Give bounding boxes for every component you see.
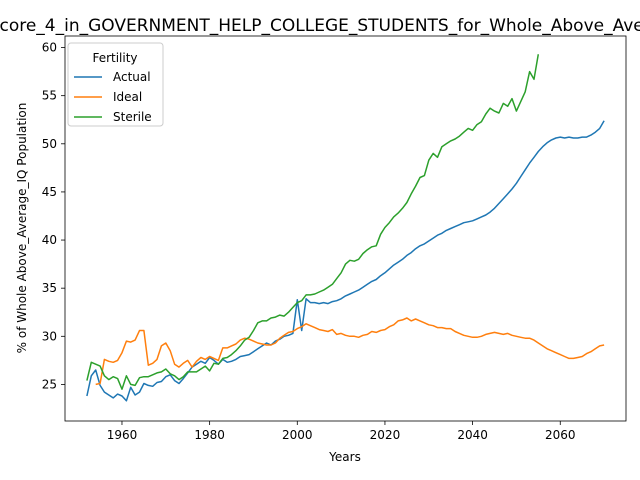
series-line-actual: [86, 120, 605, 402]
legend: Fertility Actual Ideal Sterile: [67, 42, 164, 127]
legend-label-ideal: Ideal: [113, 90, 142, 104]
series-lines: [86, 54, 605, 402]
series-line-ideal: [95, 317, 605, 386]
x-tick-label: 1980: [194, 428, 225, 442]
y-tick-label: 45: [42, 185, 57, 199]
x-axis: 1960 1980 2000 2020 2040 2060: [107, 421, 576, 442]
chart-title: Score_4_in_GOVERNMENT_HELP_COLLEGE_STUDE…: [0, 16, 640, 36]
legend-box: [67, 42, 164, 127]
y-tick-label: 40: [42, 233, 57, 247]
legend-label-actual: Actual: [113, 70, 151, 84]
x-tick-label: 2040: [457, 428, 488, 442]
plot-area: [64, 35, 627, 422]
x-tick-label: 2020: [370, 428, 401, 442]
y-tick-label: 25: [42, 377, 57, 391]
y-axis: 25 30 35 40 45 50 55 60: [42, 41, 65, 391]
legend-label-sterile: Sterile: [113, 110, 152, 124]
y-tick-label: 55: [42, 89, 57, 103]
x-axis-label: Years: [328, 450, 361, 464]
y-tick-label: 30: [42, 329, 57, 343]
x-tick-label: 2060: [545, 428, 576, 442]
legend-items: Actual Ideal Sterile: [74, 70, 152, 124]
x-tick-label: 1960: [107, 428, 138, 442]
y-tick-label: 50: [42, 137, 57, 151]
y-axis-label: % of Whole Above_Average_IQ Population: [15, 103, 29, 354]
x-tick-label: 2000: [282, 428, 313, 442]
series-line-sterile: [86, 54, 540, 390]
y-tick-label: 60: [42, 41, 57, 55]
legend-title: Fertility: [92, 51, 137, 65]
y-tick-label: 35: [42, 281, 57, 295]
